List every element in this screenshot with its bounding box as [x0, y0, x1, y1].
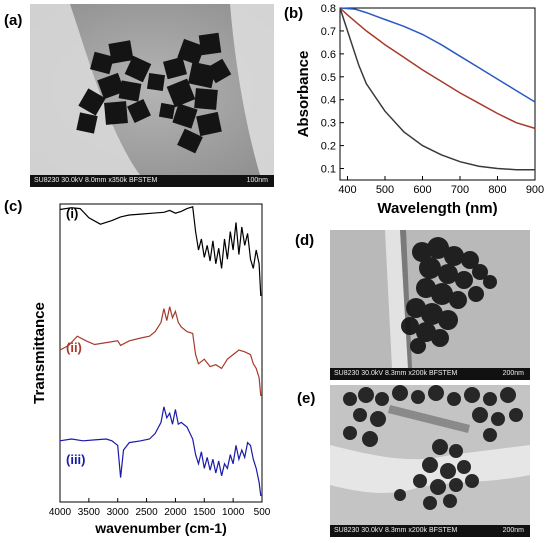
x-axis-label-c: wavenumber (cm-1)	[94, 520, 226, 536]
absorbance-chart: 400 500 600 700 800 900 0.1 0.2 0.3 0.4 0.5 0.6 0.7 0…	[295, 3, 544, 217]
tem-image-e-art	[330, 385, 530, 525]
y-tick-label-b-4: 0.5	[321, 72, 336, 84]
x-tick-label-b-0: 400	[338, 184, 356, 196]
x-tick-label-b-4: 800	[488, 184, 506, 196]
x-tick-label-c-0: 4000	[49, 507, 72, 518]
tem-image-e: SU8230 30.0kV 8.3mm x200k BFSTEM 200nm	[330, 385, 530, 537]
y-tick-label-b-2: 0.3	[321, 118, 336, 130]
x-tick-label-c-2: 3000	[107, 507, 130, 518]
x-tick-label-b-5: 900	[526, 184, 544, 196]
series-line-c-1	[59, 306, 262, 397]
tem-caption-d: SU8230 30.0kV 8.3mm x200k BFSTEM	[334, 370, 458, 377]
tem-scale-e: 200nm	[502, 527, 524, 534]
series-label-c-2: (iii)	[66, 452, 86, 467]
series-label-c-0: (i)	[66, 206, 78, 221]
x-tick-label-c-7: 500	[254, 507, 271, 518]
y-axis-label-c: Transmittance	[31, 302, 48, 404]
x-tick-label-c-5: 1500	[193, 507, 216, 518]
tem-scale-a: 100nm	[246, 177, 268, 184]
y-tick-label-b-0: 0.1	[321, 164, 336, 176]
tem-caption-e: SU8230 30.0kV 8.3mm x200k BFSTEM	[334, 527, 458, 534]
tem-image-d: SU8230 30.0kV 8.3mm x200k BFSTEM 200nm	[330, 230, 530, 380]
y-tick-label-b-7: 0.8	[321, 3, 336, 15]
panel-label-b: (b)	[284, 5, 304, 22]
tem-image-a: SU8230 30.0kV 8.0mm x350k BFSTEM 100nm	[30, 4, 274, 187]
x-tick-label-c-1: 3500	[78, 507, 101, 518]
x-tick-label-b-1: 500	[376, 184, 394, 196]
series-line-b-1	[339, 7, 536, 130]
panel-label-d: (d)	[295, 232, 315, 249]
series-line-c-0	[59, 206, 262, 297]
plot-frame-b	[339, 7, 536, 181]
panel-label-c: (c)	[4, 198, 23, 215]
series-label-c-1: (ii)	[66, 340, 82, 355]
tem-info-bar-a: SU8230 30.0kV 8.0mm x350k BFSTEM 100nm	[30, 175, 274, 187]
y-axis-label-b: Absorbance	[295, 51, 312, 138]
x-tick-label-b-2: 600	[413, 184, 431, 196]
plot-frame-c	[59, 203, 263, 503]
tem-info-bar-d: SU8230 30.0kV 8.3mm x200k BFSTEM 200nm	[330, 368, 530, 380]
x-tick-label-b-3: 700	[451, 184, 469, 196]
ftir-chart: 4000 3500 3000 2500 2000 1500 1000 500 wavenumbe…	[31, 203, 271, 536]
tem-image-d-art	[330, 230, 530, 368]
series-line-b-0	[339, 7, 536, 103]
x-tick-label-c-4: 2000	[164, 507, 187, 518]
tem-image-a-art	[30, 4, 274, 175]
y-tick-label-b-1: 0.2	[321, 141, 336, 153]
panel-label-a: (a)	[4, 12, 23, 29]
y-tick-label-b-5: 0.6	[321, 49, 336, 61]
series-line-c-2	[59, 406, 262, 497]
x-tick-label-c-3: 2500	[135, 507, 158, 518]
series-line-b-2	[339, 7, 535, 171]
tem-caption-a: SU8230 30.0kV 8.0mm x350k BFSTEM	[34, 177, 158, 184]
tem-scale-d: 200nm	[502, 370, 524, 377]
tem-info-bar-e: SU8230 30.0kV 8.3mm x200k BFSTEM 200nm	[330, 525, 530, 537]
y-tick-label-b-3: 0.4	[321, 95, 336, 107]
x-tick-label-c-6: 1000	[222, 507, 245, 518]
x-axis-label-b: Wavelength (nm)	[377, 200, 497, 217]
y-tick-label-b-6: 0.7	[321, 26, 336, 38]
panel-label-e: (e)	[297, 390, 316, 407]
